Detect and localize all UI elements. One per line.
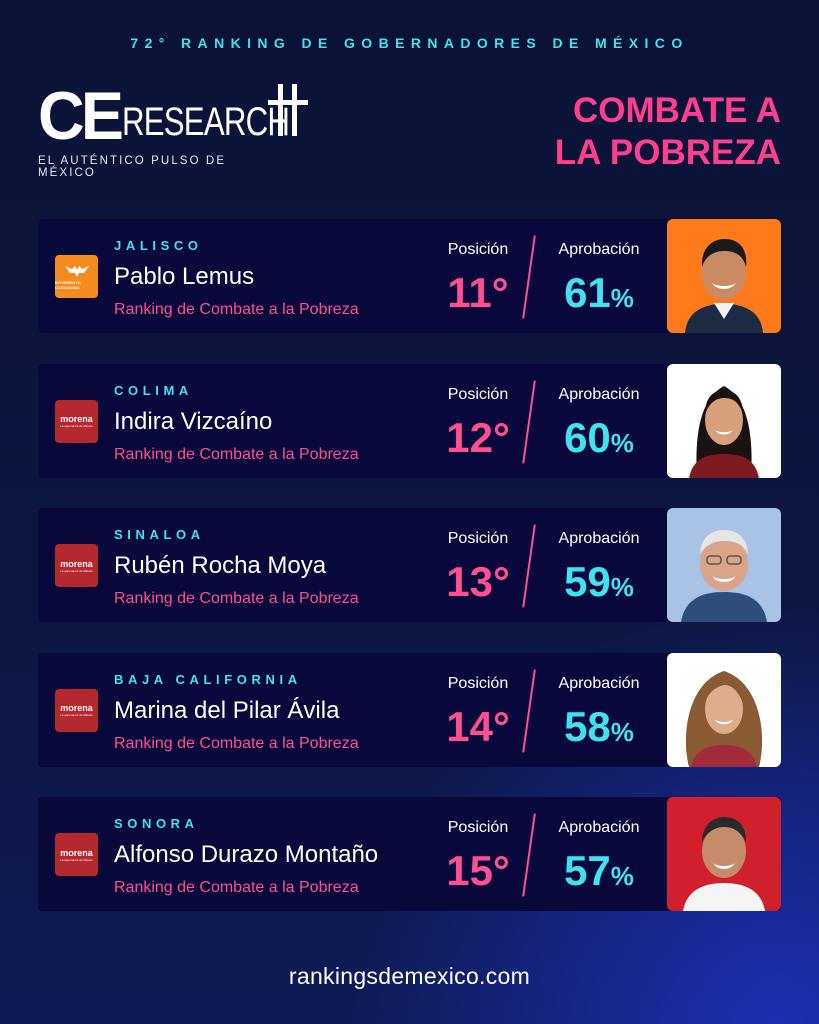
category-line-2: LA POBREZA [554, 133, 781, 172]
position-label: Posición [447, 530, 509, 547]
brand-tagline: EL AUTÉNTICO PULSO DE MÉXICO [38, 155, 227, 179]
category-line-1: COMBATE A [572, 91, 781, 130]
category-title: COMBATE A LA POBREZA [555, 90, 781, 174]
position-label: Posición [447, 385, 509, 403]
governor-list: MOVIMIENTO CIUDADANO JALISCO Pablo Lemus… [38, 219, 781, 942]
governor-name: Indira Vizcaíno [114, 407, 273, 435]
governor-name: Marina del Pilar Ávila [114, 696, 340, 724]
governor-card: morena La esperanza de México COLIMA Ind… [38, 363, 781, 478]
approval-number: 57 [564, 847, 611, 894]
morena-logo: morena La esperanza de México [55, 544, 98, 587]
state-name: COLIMA [114, 382, 193, 398]
percent-sign: % [610, 427, 634, 458]
governor-photo [667, 219, 781, 333]
state-name: JALISCO [114, 238, 203, 253]
approval-number: 61 [564, 269, 611, 316]
approval-label: Aprobación [558, 241, 640, 258]
approval-label: Aprobación [558, 819, 640, 836]
ranking-subtitle: Ranking de Combate a la Pobreza [114, 734, 359, 752]
approval-label: Aprobación [558, 385, 640, 403]
ranking-subtitle: Ranking de Combate a la Pobreza [114, 590, 359, 607]
position-label: Posición [447, 819, 509, 836]
movimiento-ciudadano-logo: MOVIMIENTO CIUDADANO [55, 255, 98, 298]
governor-name: Pablo Lemus [114, 263, 255, 290]
governor-name: Alfonso Durazo Montaño [114, 841, 379, 868]
approval-label: Aprobación [558, 530, 640, 547]
approval-value: 59% [549, 558, 649, 606]
governor-photo [667, 363, 781, 478]
percent-sign: % [610, 572, 634, 602]
party-label: morena [60, 414, 93, 424]
governor-card: morena La esperanza de México SINALOA Ru… [38, 508, 781, 622]
governor-card: morena La esperanza de México SONORA Alf… [38, 797, 781, 911]
ranking-subtitle: Ranking de Combate a la Pobreza [114, 301, 359, 318]
party-label: morena [60, 847, 93, 858]
state-name: SINALOA [114, 527, 205, 542]
position-value: 15° [446, 847, 510, 894]
approval-value: 60% [549, 414, 649, 462]
party-label: MOVIMIENTO CIUDADANO [55, 279, 81, 290]
morena-logo: morena La esperanza de México [55, 833, 98, 876]
ce-research-logo: CE RESEARCH EL AUTÉNTICO PULSO DE MÉXICO [38, 78, 308, 179]
party-label: morena [60, 558, 93, 569]
ranking-subtitle: Ranking de Combate a la Pobreza [114, 445, 359, 463]
percent-sign: % [610, 283, 634, 313]
position-value: 14° [446, 702, 510, 750]
governor-photo [667, 652, 781, 767]
morena-logo: morena La esperanza de México [55, 399, 98, 443]
position-label: Posición [447, 674, 509, 692]
approval-number: 58 [564, 702, 611, 750]
party-slogan: La esperanza de México [60, 568, 93, 573]
brand-research: RESEARCH [122, 100, 290, 144]
eagle-icon [64, 265, 89, 277]
party-slogan: La esperanza de México [60, 713, 93, 717]
morena-logo: morena La esperanza de México [55, 688, 98, 732]
approval-value: 58% [549, 703, 649, 751]
brand-ce: CE [38, 78, 124, 154]
approval-number: 60 [564, 413, 611, 461]
ranking-subtitle: Ranking de Combate a la Pobreza [114, 879, 359, 896]
party-label: morena [60, 703, 93, 713]
state-name: BAJA CALIFORNIA [114, 671, 302, 687]
governor-card: MOVIMIENTO CIUDADANO JALISCO Pablo Lemus… [38, 219, 781, 333]
party-slogan: La esperanza de México [60, 424, 93, 428]
governor-photo [667, 797, 781, 911]
approval-value: 57% [549, 847, 649, 895]
percent-sign: % [610, 716, 634, 747]
approval-number: 59 [564, 558, 611, 605]
governor-card: morena La esperanza de México BAJA CALIF… [38, 652, 781, 767]
footer-url: rankingsdemexico.com [288, 963, 531, 989]
position-value: 12° [446, 413, 510, 461]
ranking-title: 72° RANKING DE GOBERNADORES DE MÉXICO [130, 35, 689, 51]
position-label: Posición [447, 241, 509, 258]
position-value: 11° [447, 269, 509, 316]
percent-sign: % [610, 861, 634, 891]
brand-cross-icon [268, 82, 312, 138]
governor-name: Rubén Rocha Moya [114, 552, 327, 579]
party-slogan: La esperanza de México [60, 857, 93, 862]
approval-label: Aprobación [558, 674, 640, 692]
governor-photo [667, 508, 781, 622]
state-name: SONORA [114, 816, 199, 831]
approval-value: 61% [549, 269, 649, 317]
position-value: 13° [446, 558, 510, 605]
